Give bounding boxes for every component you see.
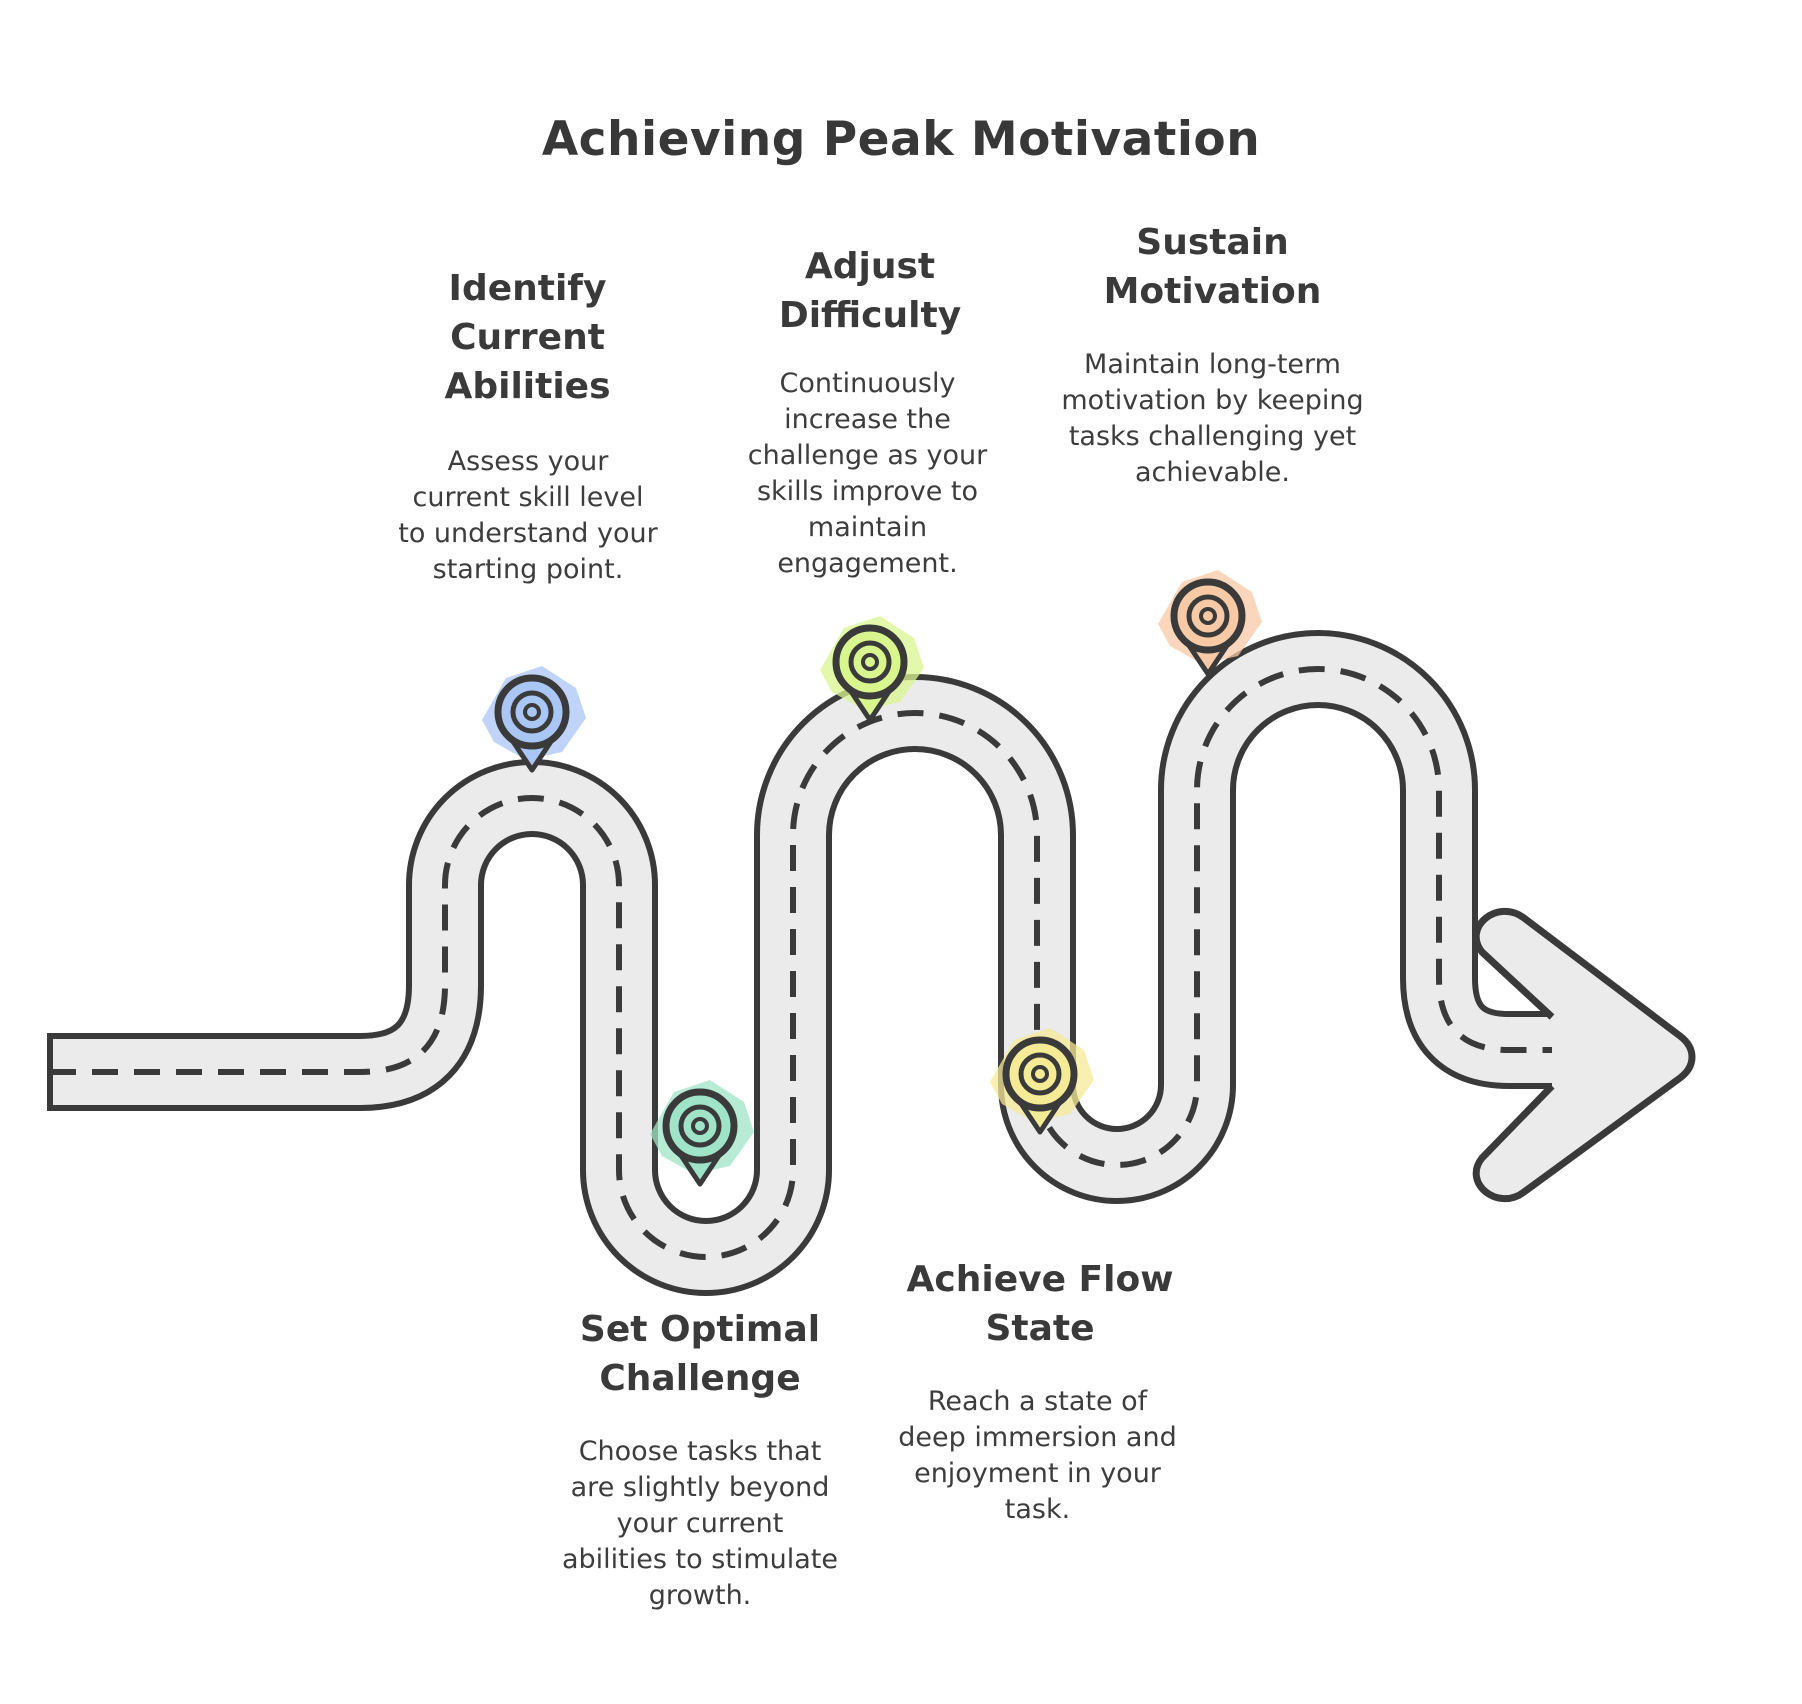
- step-3-description: Continuously increase the challenge as y…: [747, 368, 988, 579]
- step-2-title: Set Optimal Challenge: [579, 1309, 821, 1399]
- pin-head: [1170, 578, 1246, 654]
- page-title: Achieving Peak Motivation: [541, 112, 1261, 167]
- location-pin-icon: [650, 1080, 754, 1187]
- pin-head: [662, 1088, 738, 1164]
- location-pin-icon: [990, 1028, 1094, 1135]
- pin-dot: [691, 1117, 709, 1135]
- step-1-description: Assess your current skill level to under…: [398, 446, 658, 585]
- pin-dot: [1199, 607, 1217, 625]
- road-arrow-head: [1472, 907, 1696, 1203]
- location-pin-icon: [820, 616, 924, 723]
- pin-head: [494, 674, 570, 750]
- pin-ring: [510, 690, 554, 734]
- pin-head: [1002, 1036, 1078, 1112]
- step-4-description: Reach a state of deep immersion and enjo…: [898, 1386, 1177, 1525]
- pin-ring: [678, 1104, 722, 1148]
- pin-head: [832, 624, 908, 700]
- road-center-dashes: [50, 666, 1555, 1260]
- pin-dot: [523, 703, 541, 721]
- pin-ring: [1186, 594, 1230, 638]
- step-5-title: Sustain Motivation: [1103, 222, 1322, 312]
- location-pin-icon: [1158, 570, 1262, 677]
- pin-ring: [848, 640, 892, 684]
- step-3-title: Adjust Difficulty: [778, 246, 962, 336]
- pin-ring: [1018, 1052, 1062, 1096]
- pin-dot: [1031, 1065, 1049, 1083]
- pins-layer: [482, 570, 1262, 1187]
- step-5-description: Maintain long-term motivation by keeping…: [1061, 349, 1364, 488]
- pin-dot: [861, 653, 879, 671]
- step-2-description: Choose tasks that are slightly beyond yo…: [561, 1436, 839, 1611]
- step-4-title: Achieve Flow State: [906, 1259, 1174, 1349]
- location-pin-icon: [482, 666, 586, 773]
- step-1-title: Identify Current Abilities: [444, 268, 611, 407]
